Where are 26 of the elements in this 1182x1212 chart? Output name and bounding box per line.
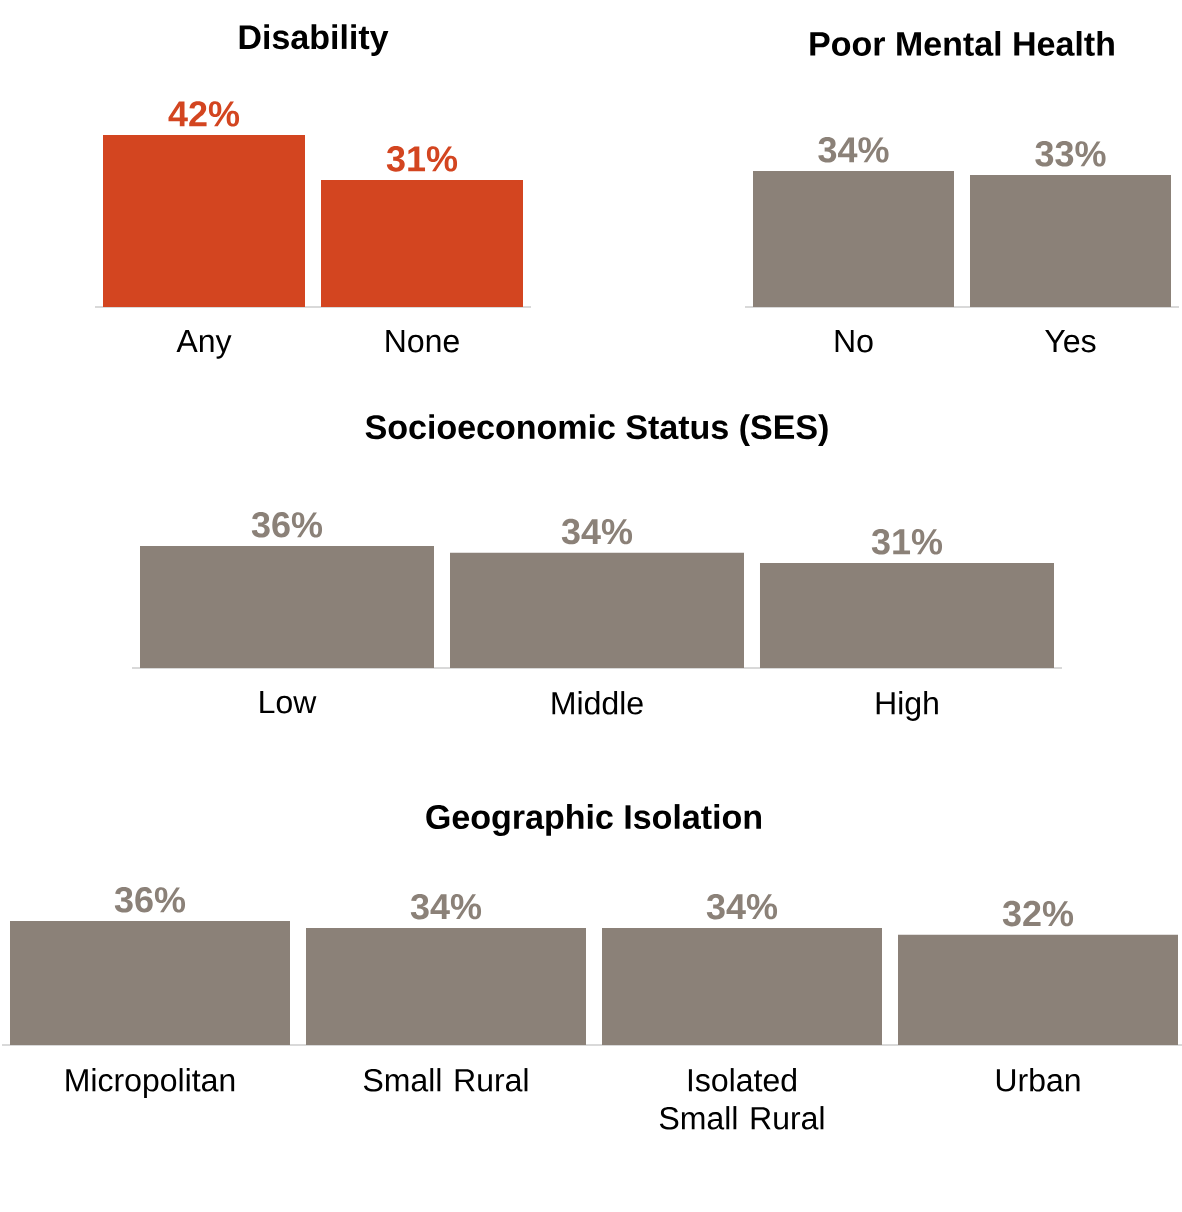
data-label: 34%: [561, 518, 633, 545]
x-tick-label: Micropolitan: [66, 1068, 235, 1098]
data-label: 36%: [251, 512, 323, 538]
x-tick-label: Urban: [996, 1068, 1080, 1092]
x-tick-label: Small Rural: [363, 1068, 528, 1092]
data-label: 31%: [871, 528, 943, 555]
data-label: 34%: [818, 137, 889, 163]
x-tick-label: Any: [176, 330, 232, 359]
data-label: 42%: [168, 101, 240, 127]
data-label: 36%: [114, 887, 186, 913]
x-tick-label: None: [386, 330, 459, 353]
x-tick-label: High: [876, 691, 938, 721]
x-tick-label: Middle: [552, 691, 643, 715]
data-label: 32%: [1002, 900, 1074, 927]
chart-title: Poor Mental Health: [810, 30, 1114, 56]
x-tick-label: No: [835, 330, 873, 353]
data-label: 34%: [410, 893, 482, 920]
chart-title: Disability: [239, 24, 389, 56]
x-tick-label: Isolated Small Rural: [659, 1068, 824, 1130]
data-label: 31%: [386, 146, 458, 172]
x-tick-label: Yes: [1045, 330, 1096, 353]
data-label: 34%: [706, 893, 778, 920]
data-label: 33%: [1035, 141, 1106, 167]
chart-title: Socioeconomic Status (SES): [365, 414, 828, 446]
x-tick-label: Low: [260, 691, 317, 714]
chart-title: Geographic Isolation: [426, 804, 761, 836]
